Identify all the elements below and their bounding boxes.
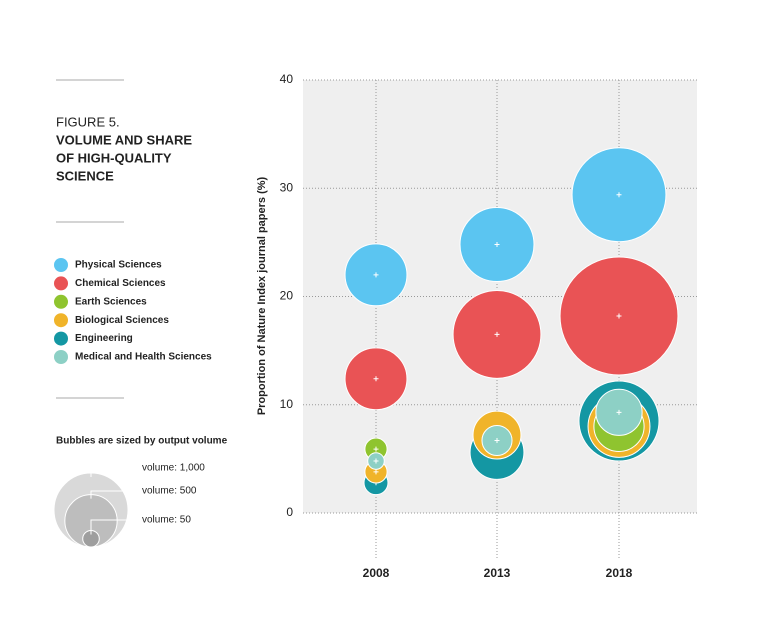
center-marker (616, 409, 622, 415)
y-tick-label: 0 (286, 505, 293, 519)
leader-line (90, 467, 138, 478)
center-marker (494, 437, 500, 443)
legend-label: Physical Sciences (75, 260, 162, 271)
leader-line (90, 490, 138, 499)
x-tick-label: 2013 (484, 566, 511, 580)
center-marker (494, 331, 500, 337)
size-legend-title: Bubbles are sized by output volume (56, 436, 228, 447)
y-tick-label: 10 (280, 397, 294, 411)
y-tick-label: 30 (280, 180, 294, 194)
legend-swatch (54, 313, 68, 328)
center-marker (373, 446, 379, 452)
legend-label: Engineering (75, 333, 133, 344)
legend-swatch (54, 350, 68, 364)
legend-label: Biological Sciences (75, 315, 169, 326)
legend-label: Medical and Health Sciences (75, 352, 212, 363)
legend-swatch (54, 294, 68, 309)
legend-swatch (54, 331, 68, 346)
x-tick-label: 2008 (363, 566, 390, 580)
size-legend-label: volume: 500 (142, 486, 197, 497)
size-legend-label: volume: 1,000 (142, 463, 205, 474)
center-marker (616, 313, 622, 319)
center-marker (373, 272, 379, 278)
title-line: OF HIGH-QUALITY (56, 150, 172, 165)
legend-swatch (54, 258, 68, 272)
center-marker (373, 458, 379, 464)
legend-label: Earth Sciences (75, 296, 147, 307)
center-marker (616, 192, 622, 198)
center-marker (494, 242, 500, 248)
size-legend-label: volume: 50 (142, 515, 191, 526)
figure-label: FIGURE 5. (56, 114, 120, 129)
leader-line (90, 519, 138, 535)
center-marker (373, 376, 379, 382)
y-tick-label: 20 (280, 289, 294, 303)
legend-swatch (54, 276, 68, 291)
y-axis-label: Proportion of Nature Index journal paper… (256, 176, 268, 415)
x-tick-label: 2018 (606, 566, 633, 580)
title-line: VOLUME AND SHARE (56, 132, 192, 147)
title-line: SCIENCE (56, 168, 114, 183)
legend-label: Chemical Sciences (75, 278, 166, 289)
y-tick-label: 40 (280, 72, 294, 86)
center-marker (373, 469, 379, 475)
